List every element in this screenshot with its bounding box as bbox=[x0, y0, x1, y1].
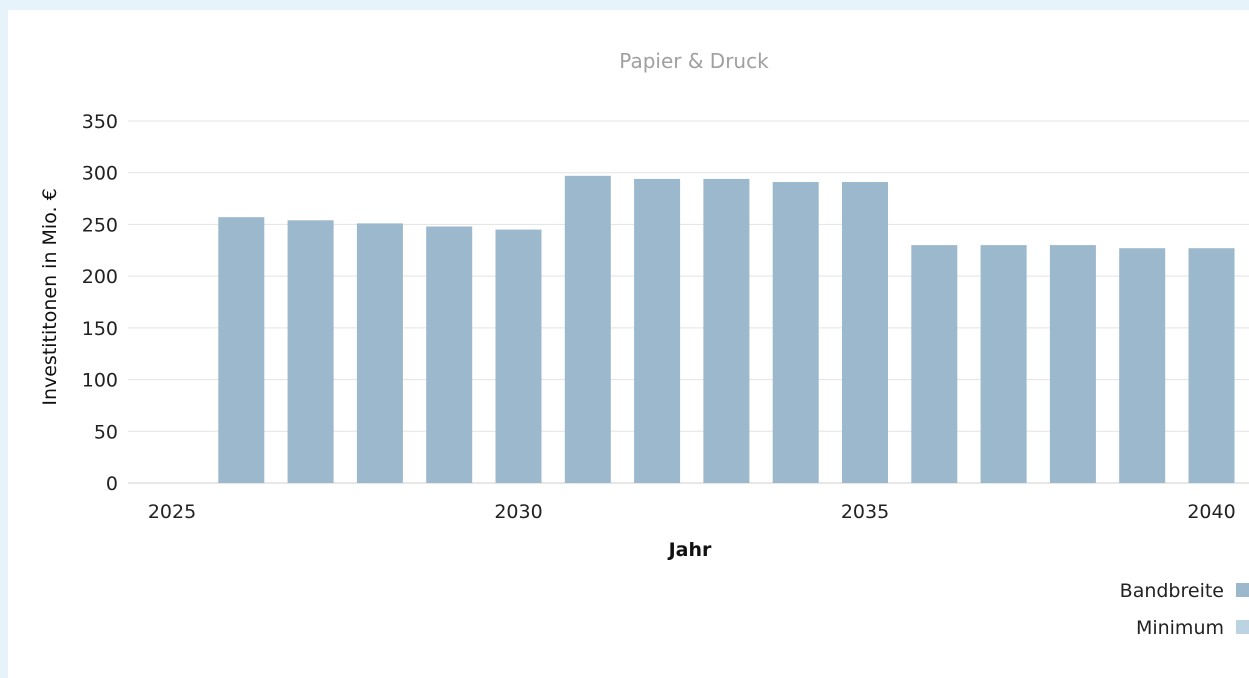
bar bbox=[772, 182, 819, 483]
bars bbox=[218, 175, 1235, 484]
bar bbox=[356, 223, 403, 483]
legend-swatch bbox=[1236, 583, 1249, 597]
legend-label: Bandbreite bbox=[1120, 580, 1224, 602]
bar bbox=[564, 175, 611, 483]
y-tick-label: 50 bbox=[94, 421, 118, 443]
x-axis-ticks: 2025 2030 2035 2040 bbox=[148, 501, 1236, 523]
y-tick-label: 250 bbox=[82, 214, 118, 236]
y-tick-label: 350 bbox=[82, 111, 118, 133]
bar bbox=[842, 182, 888, 483]
chart-title: Papier & Druck bbox=[619, 49, 769, 73]
bar bbox=[911, 245, 958, 483]
x-tick-label: 2025 bbox=[148, 501, 196, 523]
bar bbox=[703, 178, 750, 484]
y-tick-label: 150 bbox=[82, 318, 118, 340]
y-tick-label: 100 bbox=[82, 370, 118, 392]
x-tick-label: 2035 bbox=[841, 501, 889, 523]
bar bbox=[287, 220, 334, 483]
bar bbox=[426, 226, 473, 484]
y-axis-title: Investititonen in Mio. € bbox=[39, 188, 61, 405]
legend-swatch bbox=[1236, 620, 1249, 634]
y-tick-label: 0 bbox=[106, 473, 118, 495]
bar bbox=[218, 217, 265, 483]
legend: Bandbreite Minimum bbox=[1120, 580, 1249, 639]
bar bbox=[980, 245, 1027, 483]
y-axis-ticks: 0 50 100 150 200 250 300 350 bbox=[82, 111, 118, 495]
y-tick-label: 200 bbox=[82, 266, 118, 288]
y-tick-label: 300 bbox=[82, 163, 118, 185]
bar bbox=[495, 229, 542, 483]
bar bbox=[1119, 248, 1166, 483]
legend-label: Minimum bbox=[1136, 617, 1224, 639]
bar bbox=[1188, 248, 1235, 483]
x-tick-label: 2040 bbox=[1187, 501, 1235, 523]
x-axis-title: Jahr bbox=[667, 539, 712, 561]
bar bbox=[1049, 245, 1096, 483]
bar bbox=[634, 178, 681, 484]
x-tick-label: 2030 bbox=[494, 501, 542, 523]
